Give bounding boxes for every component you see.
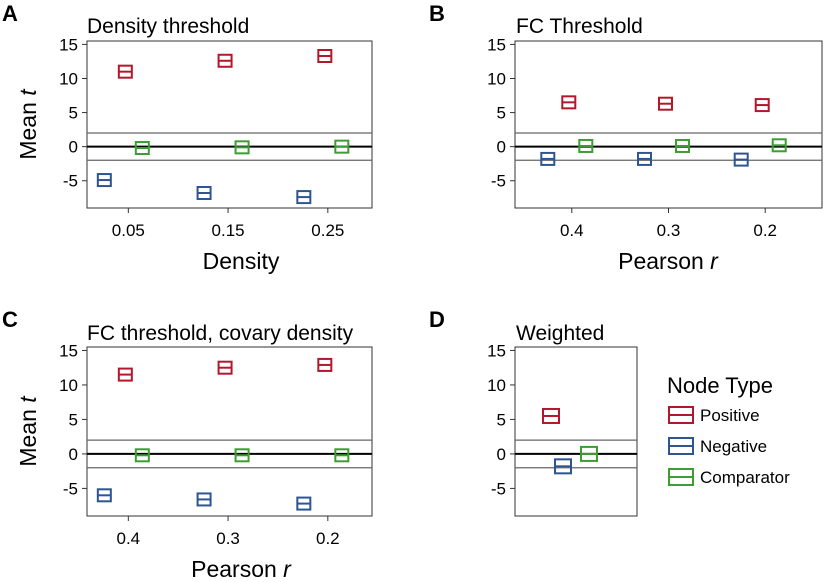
panel-c: 15 10 5 0 -5 0.4 0.3 0.2 C FC threshold, covary d… — [2, 307, 373, 582]
panel-title: FC threshold, covary density — [87, 322, 354, 345]
x-axis-title-variable: r — [277, 556, 292, 582]
x-tick-label: 0.05 — [112, 221, 145, 240]
panel-a: 15 10 5 0 -5 0.05 0.15 0.25 A Density threshold De… — [2, 1, 373, 274]
x-tick-label: 0.3 — [216, 529, 240, 548]
y-tick-label: 10 — [59, 69, 78, 88]
plot-frame — [86, 346, 373, 517]
y-tick-label: -5 — [491, 172, 506, 191]
plot-frame — [514, 346, 638, 517]
panel-letter: A — [2, 1, 18, 26]
y-tick-label: 0 — [497, 138, 506, 157]
y-axis-title-text: Mean — [15, 96, 41, 160]
x-axis-title: Density — [203, 248, 280, 274]
y-tick-label: 5 — [69, 410, 78, 429]
legend-label: Positive — [700, 406, 760, 425]
y-tick-label: 10 — [487, 69, 506, 88]
x-tick-label: 0.2 — [316, 529, 340, 548]
panel-title: Density threshold — [87, 15, 249, 38]
x-axis-title-variable: r — [704, 248, 719, 274]
x-axis-title-text: Density — [203, 248, 280, 274]
y-tick-label: 5 — [497, 410, 506, 429]
y-tick-label: -5 — [491, 479, 506, 498]
y-axis-title-text: Mean — [15, 403, 41, 467]
y-tick-label: 10 — [59, 376, 78, 395]
x-tick-label: 0.15 — [212, 221, 245, 240]
x-axis-title: Pearson r — [191, 556, 292, 582]
x-tick-label: 0.3 — [657, 221, 681, 240]
panel-letter: C — [2, 307, 18, 332]
y-axis-title: Mean t — [15, 395, 41, 467]
panel-d: 15 10 5 0 -5 D Weighted — [429, 307, 638, 517]
x-tick-label: 0.4 — [560, 221, 584, 240]
y-tick-label: 10 — [487, 376, 506, 395]
y-tick-label: 5 — [497, 104, 506, 123]
panel-title: FC Threshold — [516, 15, 643, 38]
y-tick-label: 15 — [59, 341, 78, 360]
y-tick-label: 0 — [497, 445, 506, 464]
y-tick-label: 5 — [69, 104, 78, 123]
x-axis-title-text: Pearson — [618, 248, 704, 274]
legend-title: Node Type — [667, 373, 773, 398]
x-axis-title-text: Pearson — [191, 556, 277, 582]
y-tick-label: -5 — [63, 172, 78, 191]
panel-letter: D — [429, 307, 445, 332]
y-tick-label: 0 — [69, 138, 78, 157]
y-tick-label: -5 — [63, 479, 78, 498]
x-tick-label: 0.4 — [117, 529, 141, 548]
plot-frame — [514, 40, 823, 209]
legend-label: Comparator — [700, 468, 790, 487]
legend: Node Type Positive Negative Comparator — [667, 373, 790, 487]
x-tick-label: 0.25 — [311, 221, 344, 240]
panel-b: 15 10 5 0 -5 0.4 0.3 0.2 B FC Threshold Pearson r — [429, 1, 823, 274]
legend-label: Negative — [700, 437, 767, 456]
panel-title: Weighted — [516, 322, 604, 345]
y-tick-label: 15 — [59, 35, 78, 54]
y-axis-title: Mean t — [15, 88, 41, 160]
y-axis-title-variable: t — [15, 395, 41, 403]
plot-frame — [86, 40, 373, 209]
x-tick-label: 0.2 — [753, 221, 777, 240]
y-tick-label: 0 — [69, 445, 78, 464]
panel-letter: B — [429, 1, 445, 26]
x-axis-title: Pearson r — [618, 248, 719, 274]
y-tick-label: 15 — [487, 341, 506, 360]
y-tick-label: 15 — [487, 35, 506, 54]
y-axis-title-variable: t — [15, 88, 41, 96]
